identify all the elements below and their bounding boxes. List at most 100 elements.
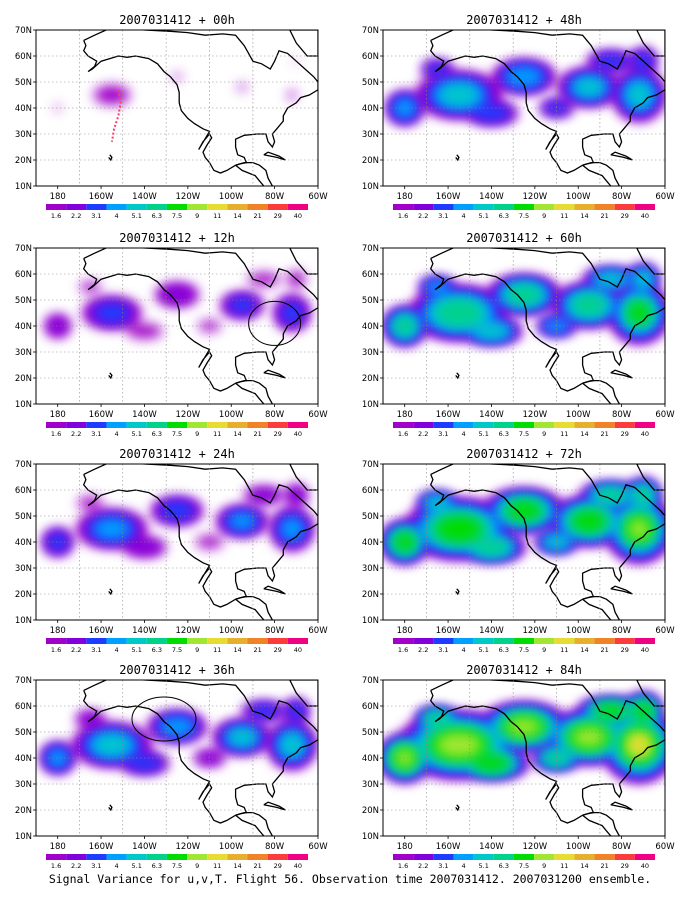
lon-tick-label: 180 bbox=[50, 842, 66, 852]
lat-tick-label: 10N bbox=[362, 182, 379, 192]
lat-tick-label: 30N bbox=[362, 130, 379, 140]
colorbar-label: 2.2 bbox=[71, 212, 81, 220]
colorbar-swatch bbox=[413, 204, 434, 210]
colorbar-swatch bbox=[46, 638, 67, 644]
colorbar-label: 40 bbox=[641, 430, 649, 438]
coastline bbox=[429, 248, 665, 404]
colorbar-label: 4 bbox=[461, 862, 465, 870]
colorbar-swatch bbox=[393, 422, 414, 428]
colorbar-label: 3.1 bbox=[438, 430, 448, 438]
colorbar-label: 3.1 bbox=[438, 212, 448, 220]
highlight-circle bbox=[131, 696, 197, 742]
colorbar-label: 21 bbox=[253, 430, 261, 438]
variance-field bbox=[383, 464, 665, 620]
lat-tick-label: 30N bbox=[15, 564, 32, 574]
map-panel-p00: 2007031412 + 00h 70N 60N 50N 40N 30N 20N 10N 180… bbox=[15, 13, 328, 220]
colorbar-swatch bbox=[614, 422, 635, 428]
lon-tick-label: 60W bbox=[308, 410, 328, 420]
colorbar-label: 6.3 bbox=[152, 646, 162, 654]
colorbar-swatch bbox=[554, 204, 575, 210]
colorbar-label: 2.2 bbox=[71, 862, 81, 870]
lon-tick-label: 80W bbox=[612, 626, 632, 636]
colorbar-label: 5.1 bbox=[132, 212, 142, 220]
colorbar-swatch bbox=[513, 204, 535, 210]
colorbar-label: 29 bbox=[274, 646, 282, 654]
colorbar-label: 29 bbox=[621, 430, 629, 438]
lon-tick-label: 140W bbox=[132, 192, 157, 202]
field-contour-layer bbox=[628, 302, 650, 324]
lat-tick-label: 10N bbox=[15, 182, 32, 192]
lat-tick-label: 20N bbox=[362, 806, 379, 816]
colorbar-label: 1.6 bbox=[51, 646, 61, 654]
colorbar-label: 21 bbox=[253, 212, 261, 220]
lat-tick-label: 10N bbox=[15, 832, 32, 842]
graticule bbox=[383, 680, 665, 836]
colorbar-swatch bbox=[86, 204, 107, 210]
field-contour-layer bbox=[628, 734, 650, 756]
lon-tick-label: 140W bbox=[479, 842, 504, 852]
colorbar-swatch bbox=[166, 204, 188, 210]
colorbar-label: 2.2 bbox=[418, 862, 428, 870]
lat-tick-label: 50N bbox=[362, 296, 379, 306]
colorbar-label: 21 bbox=[253, 862, 261, 870]
colorbar-label: 6.3 bbox=[499, 862, 509, 870]
lon-tick-label: 60W bbox=[655, 626, 675, 636]
panel-title: 2007031412 + 72h bbox=[466, 447, 582, 461]
colorbar-swatch bbox=[187, 638, 208, 644]
lat-tick-label: 50N bbox=[15, 728, 32, 738]
colorbar-label: 3.1 bbox=[91, 430, 101, 438]
colorbar-swatch bbox=[534, 854, 555, 860]
colorbar-swatch bbox=[554, 854, 575, 860]
colorbar-swatch bbox=[46, 422, 67, 428]
colorbar-label: 40 bbox=[294, 646, 302, 654]
flight-track bbox=[110, 89, 122, 142]
colorbar-swatch bbox=[453, 638, 474, 644]
colorbar-swatch bbox=[287, 854, 308, 860]
panel-title: 2007031412 + 24h bbox=[119, 447, 235, 461]
lat-tick-label: 50N bbox=[362, 512, 379, 522]
colorbar-label: 14 bbox=[233, 646, 241, 654]
colorbar-label: 4 bbox=[461, 212, 465, 220]
colorbar-swatch bbox=[453, 854, 474, 860]
highlight-circle bbox=[248, 300, 302, 346]
colorbar-label: 1.6 bbox=[51, 212, 61, 220]
lon-tick-label: 100W bbox=[566, 842, 591, 852]
colorbar-swatch bbox=[287, 422, 308, 428]
colorbar-label: 40 bbox=[641, 212, 649, 220]
colorbar-label: 3.1 bbox=[438, 862, 448, 870]
lon-tick-label: 180 bbox=[397, 626, 413, 636]
colorbar-label: 29 bbox=[274, 430, 282, 438]
colorbar-swatch bbox=[66, 204, 87, 210]
colorbar-swatch bbox=[227, 638, 248, 644]
colorbar-swatch bbox=[267, 422, 288, 428]
variance-field bbox=[36, 464, 318, 620]
colorbar-swatch bbox=[433, 854, 454, 860]
lon-tick-label: 180 bbox=[397, 842, 413, 852]
lon-tick-label: 160W bbox=[436, 192, 461, 202]
lon-tick-label: 140W bbox=[132, 626, 157, 636]
lon-tick-label: 100W bbox=[566, 410, 591, 420]
lon-tick-label: 60W bbox=[308, 842, 328, 852]
field-contour-layer bbox=[54, 59, 299, 111]
lat-tick-label: 70N bbox=[15, 244, 32, 254]
panel-title: 2007031412 + 48h bbox=[466, 13, 582, 27]
colorbar-label: 14 bbox=[233, 430, 241, 438]
colorbar-swatch bbox=[413, 422, 434, 428]
colorbar-label: 29 bbox=[621, 862, 629, 870]
colorbar-swatch bbox=[247, 422, 268, 428]
colorbar-swatch bbox=[287, 204, 308, 210]
lat-tick-label: 20N bbox=[362, 156, 379, 166]
colorbar-swatch bbox=[187, 204, 208, 210]
lon-tick-label: 100W bbox=[566, 192, 591, 202]
lat-tick-label: 40N bbox=[362, 538, 379, 548]
colorbar-swatch bbox=[207, 638, 228, 644]
colorbar-label: 4 bbox=[461, 430, 465, 438]
colorbar-swatch bbox=[433, 422, 454, 428]
lon-tick-label: 160W bbox=[89, 192, 114, 202]
lat-tick-label: 50N bbox=[362, 728, 379, 738]
colorbar-label: 14 bbox=[580, 862, 588, 870]
panel-title: 2007031412 + 60h bbox=[466, 231, 582, 245]
colorbar-swatch bbox=[634, 638, 655, 644]
lon-tick-label: 100W bbox=[219, 626, 244, 636]
